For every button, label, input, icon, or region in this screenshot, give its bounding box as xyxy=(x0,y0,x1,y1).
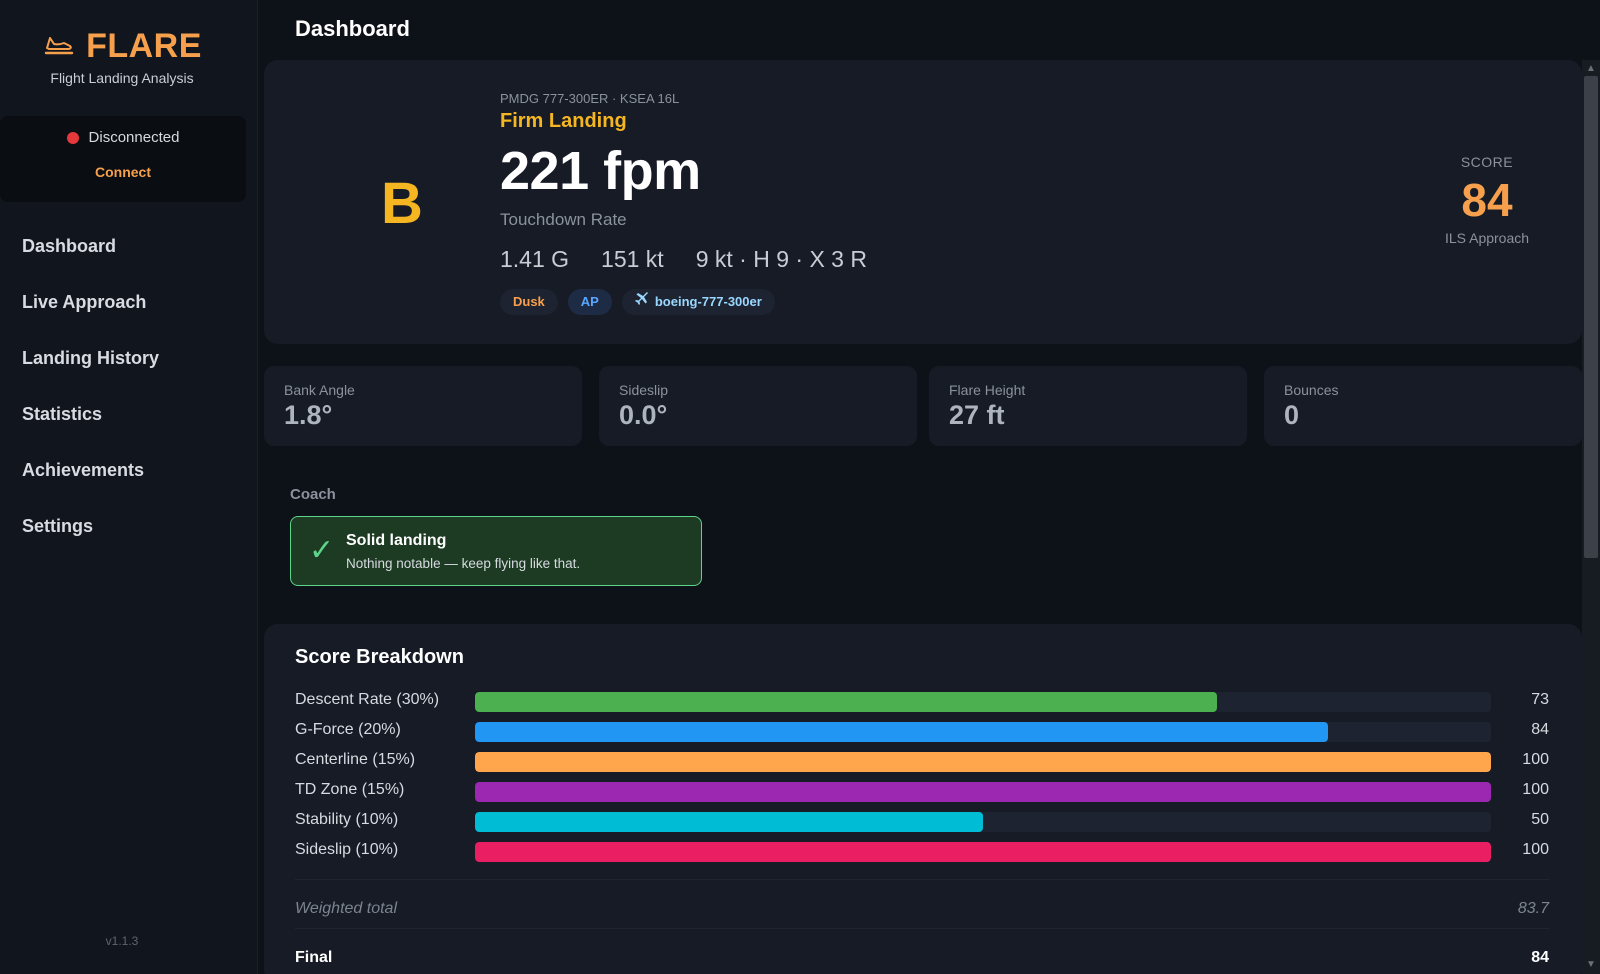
metric-card-flare-height: Flare Height 27 ft xyxy=(929,366,1247,446)
metric-card-bank-angle: Bank Angle 1.8° xyxy=(264,366,582,446)
aircraft-chip: boeing-777-300er xyxy=(621,289,775,315)
coach-card: ✓ Solid landing Nothing notable — keep f… xyxy=(290,516,702,586)
breakdown-bar-fill xyxy=(475,722,1329,742)
breakdown-value: 100 xyxy=(1522,841,1549,858)
sidebar-nav: Dashboard Live Approach Landing History … xyxy=(22,234,159,570)
sidebar-item-settings[interactable]: Settings xyxy=(22,516,94,536)
touchdown-stats: 1.41 G 151 kt 9 kt · H 9 · X 3 R xyxy=(500,246,867,273)
breakdown-label: TD Zone (15%) xyxy=(295,781,405,798)
version-label: v1.1.3 xyxy=(105,934,139,948)
breakdown-label: Descent Rate (30%) xyxy=(295,691,440,708)
breakdown-value: 84 xyxy=(1531,721,1549,738)
autopilot-chip: AP xyxy=(567,289,612,315)
brand-title: FLARE xyxy=(86,26,202,65)
breakdown-bar-track xyxy=(475,692,1491,712)
breakdown-bar-track xyxy=(475,722,1491,742)
metric-label: Sideslip xyxy=(619,382,669,398)
aircraft-chip-label: boeing-777-300er xyxy=(654,294,762,309)
metric-label: Flare Height xyxy=(949,382,1026,398)
status-dot-icon xyxy=(66,131,79,144)
breakdown-value: 100 xyxy=(1522,751,1549,768)
breakdown-row-g-force: G-Force (20%) 84 xyxy=(295,716,1549,746)
sidebar-item-live-approach[interactable]: Live Approach xyxy=(22,292,147,312)
breakdown-bar-fill xyxy=(475,692,1217,712)
flare-logo-icon xyxy=(42,27,76,66)
brand: FLARE Flight Landing Analysis xyxy=(0,26,244,86)
breakdown-value: 100 xyxy=(1522,781,1549,798)
g-force-value: 1.41 G xyxy=(500,246,570,272)
weighted-total-value: 83.7 xyxy=(1517,900,1549,917)
connect-button[interactable]: Connect xyxy=(95,164,151,180)
brand-subtitle: Flight Landing Analysis xyxy=(50,70,194,86)
sidebar-item-dashboard[interactable]: Dashboard xyxy=(22,236,117,256)
breakdown-row-td-zone: TD Zone (15%) 100 xyxy=(295,776,1549,806)
breakdown-value: 73 xyxy=(1531,691,1549,708)
coach-text: Nothing notable — keep flying like that. xyxy=(346,556,581,571)
metric-label: Bank Angle xyxy=(284,382,355,398)
wind-value: 9 kt · H 9 · X 3 R xyxy=(695,246,867,272)
check-icon: ✓ xyxy=(309,534,335,567)
landing-verdict: Firm Landing xyxy=(500,110,627,132)
approach-type: ILS Approach xyxy=(1444,230,1530,246)
score-value: 84 xyxy=(1461,174,1513,226)
speed-value: 151 kt xyxy=(601,246,664,272)
sidebar-item-achievements[interactable]: Achievements xyxy=(22,460,145,480)
scroll-up-arrow-icon[interactable]: ▲ xyxy=(1586,63,1596,74)
aircraft-runway-meta: PMDG 777-300ER · KSEA 16L xyxy=(500,91,680,106)
final-score-label: Final xyxy=(295,949,333,966)
connection-status-label: Disconnected xyxy=(88,129,180,146)
coach-heading: Coach xyxy=(290,486,336,503)
landing-summary-card: B PMDG 777-300ER · KSEA 16L Firm Landing… xyxy=(264,60,1582,344)
breakdown-bar-track xyxy=(475,752,1491,772)
breakdown-bar-track xyxy=(475,812,1491,832)
breakdown-bar-fill xyxy=(475,812,983,832)
breakdown-label: Sideslip (10%) xyxy=(295,841,399,858)
breakdown-bar-fill xyxy=(475,842,1491,862)
landing-tags: Dusk AP boeing-777-300er xyxy=(500,289,775,315)
breakdown-row-centerline: Centerline (15%) 100 xyxy=(295,746,1549,776)
connection-status: Disconnected xyxy=(0,129,246,146)
sidebar-item-statistics[interactable]: Statistics xyxy=(22,404,103,424)
breakdown-row-descent-rate: Descent Rate (30%) 73 xyxy=(295,686,1549,716)
breakdown-bar-fill xyxy=(475,752,1491,772)
scrollbar-thumb[interactable] xyxy=(1584,76,1598,558)
breakdown-label: G-Force (20%) xyxy=(295,721,401,738)
metric-card-bounces: Bounces 0 xyxy=(1264,366,1582,446)
weighted-total-label: Weighted total xyxy=(295,900,397,917)
metric-card-sideslip: Sideslip 0.0° xyxy=(599,366,917,446)
breakdown-bar-track xyxy=(475,782,1491,802)
breakdown-label: Stability (10%) xyxy=(295,811,399,828)
metric-value: 0.0° xyxy=(619,400,668,430)
breakdown-label: Centerline (15%) xyxy=(295,751,416,768)
metric-value: 0 xyxy=(1284,400,1300,430)
sidebar-item-landing-history[interactable]: Landing History xyxy=(22,348,160,368)
airplane-icon xyxy=(634,289,649,315)
metric-value: 1.8° xyxy=(284,400,333,430)
metric-label: Bounces xyxy=(1284,382,1339,398)
breakdown-bar-fill xyxy=(475,782,1491,802)
score-label: SCORE xyxy=(1460,154,1514,170)
final-score-value: 84 xyxy=(1531,949,1549,966)
breakdown-row-stability: Stability (10%) 50 xyxy=(295,806,1549,836)
divider xyxy=(295,879,1549,880)
touchdown-rate-label: Touchdown Rate xyxy=(500,210,627,229)
coach-title: Solid landing xyxy=(346,532,447,549)
grade-badge: B xyxy=(381,171,423,236)
connection-panel: Disconnected Connect xyxy=(0,116,246,202)
page-title: Dashboard xyxy=(295,16,410,41)
main-scrollbar[interactable]: ▲ ▼ xyxy=(1582,60,1600,974)
score-breakdown-card: Score Breakdown Descent Rate (30%) 73 G-… xyxy=(264,624,1582,974)
score-breakdown-title: Score Breakdown xyxy=(295,646,464,668)
sidebar: FLARE Flight Landing Analysis Disconnect… xyxy=(0,0,258,974)
breakdown-value: 50 xyxy=(1531,811,1549,828)
touchdown-rate: 221 fpm xyxy=(500,141,701,201)
time-of-day-chip: Dusk xyxy=(500,289,558,315)
scroll-down-arrow-icon[interactable]: ▼ xyxy=(1586,959,1596,970)
divider xyxy=(295,928,1549,929)
breakdown-bar-track xyxy=(475,842,1491,862)
breakdown-row-sideslip: Sideslip (10%) 100 xyxy=(295,836,1549,866)
score-panel: SCORE 84 ILS Approach xyxy=(1432,154,1542,246)
metric-value: 27 ft xyxy=(949,400,1005,430)
